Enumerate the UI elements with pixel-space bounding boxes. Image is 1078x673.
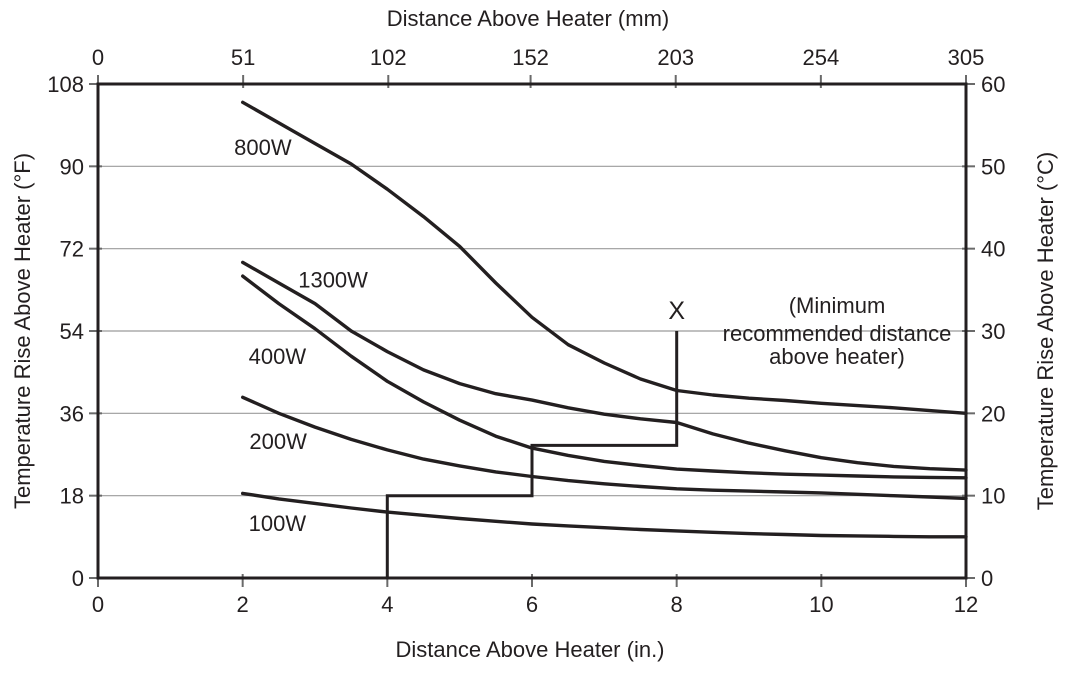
curve-label-800W: 800W xyxy=(234,135,292,160)
right-tick-label-40: 40 xyxy=(981,237,1005,262)
curve-400W xyxy=(241,274,968,480)
right-tick-label-20: 20 xyxy=(981,401,1005,426)
top-tick-label-305: 305 xyxy=(948,45,985,70)
left-tick-label-54: 54 xyxy=(60,319,84,344)
bottom-tick-label-10: 10 xyxy=(809,592,833,617)
left-tick-label-0: 0 xyxy=(72,566,84,591)
left-tick-label-72: 72 xyxy=(60,237,84,262)
top-axis-title: Distance Above Heater (mm) xyxy=(387,6,669,31)
left-tick-label-108: 108 xyxy=(47,72,84,97)
min-distance-step-line xyxy=(385,331,679,578)
left-tick-label-36: 36 xyxy=(60,401,84,426)
bottom-tick-label-2: 2 xyxy=(237,592,249,617)
curve-200W xyxy=(241,395,968,501)
top-tick-label-152: 152 xyxy=(512,45,549,70)
left-tick-label-90: 90 xyxy=(60,154,84,179)
left-axis-title: Temperature Rise Above Heater (°F) xyxy=(10,153,35,509)
right-tick-label-50: 50 xyxy=(981,154,1005,179)
axis-ticks xyxy=(89,75,975,587)
gridlines xyxy=(98,165,966,497)
plot-frame xyxy=(96,82,968,580)
top-tick-label-254: 254 xyxy=(802,45,839,70)
bottom-tick-label-4: 4 xyxy=(381,592,393,617)
top-tick-label-0: 0 xyxy=(92,45,104,70)
top-tick-label-51: 51 xyxy=(231,45,255,70)
curve-label-1300W: 1300W xyxy=(298,268,368,293)
bottom-tick-label-6: 6 xyxy=(526,592,538,617)
min-distance-step-path xyxy=(385,331,679,578)
top-tick-label-102: 102 xyxy=(370,45,407,70)
annotation-line-1: (Minimum xyxy=(789,293,886,318)
curve-1300W xyxy=(241,260,968,472)
top-tick-label-203: 203 xyxy=(657,45,694,70)
curve-label-200W: 200W xyxy=(249,429,307,454)
min-distance-x-marker: X xyxy=(668,297,685,325)
bottom-axis-title: Distance Above Heater (in.) xyxy=(395,637,664,662)
right-tick-label-10: 10 xyxy=(981,484,1005,509)
bottom-tick-label-12: 12 xyxy=(954,592,978,617)
annotation-line-3: above heater) xyxy=(769,344,905,369)
curve-800W xyxy=(241,100,968,415)
bottom-tick-label-0: 0 xyxy=(92,592,104,617)
curve-label-100W: 100W xyxy=(249,511,307,536)
right-tick-label-60: 60 xyxy=(981,72,1005,97)
annotation-line-2: recommended distance xyxy=(723,321,952,346)
curve-labels: 800W 1300W 400W 200W 100W xyxy=(234,135,368,536)
power-curves xyxy=(241,100,968,539)
right-tick-label-0: 0 xyxy=(981,566,993,591)
left-tick-label-18: 18 xyxy=(60,484,84,509)
curve-label-400W: 400W xyxy=(249,344,307,369)
right-axis-title: Temperature Rise Above Heater (°C) xyxy=(1033,152,1058,511)
min-distance-annotation: (Minimum recommended distance above heat… xyxy=(723,293,952,369)
right-tick-label-30: 30 xyxy=(981,319,1005,344)
curve-100W xyxy=(241,491,968,539)
plot-border xyxy=(96,82,968,580)
bottom-tick-label-8: 8 xyxy=(671,592,683,617)
